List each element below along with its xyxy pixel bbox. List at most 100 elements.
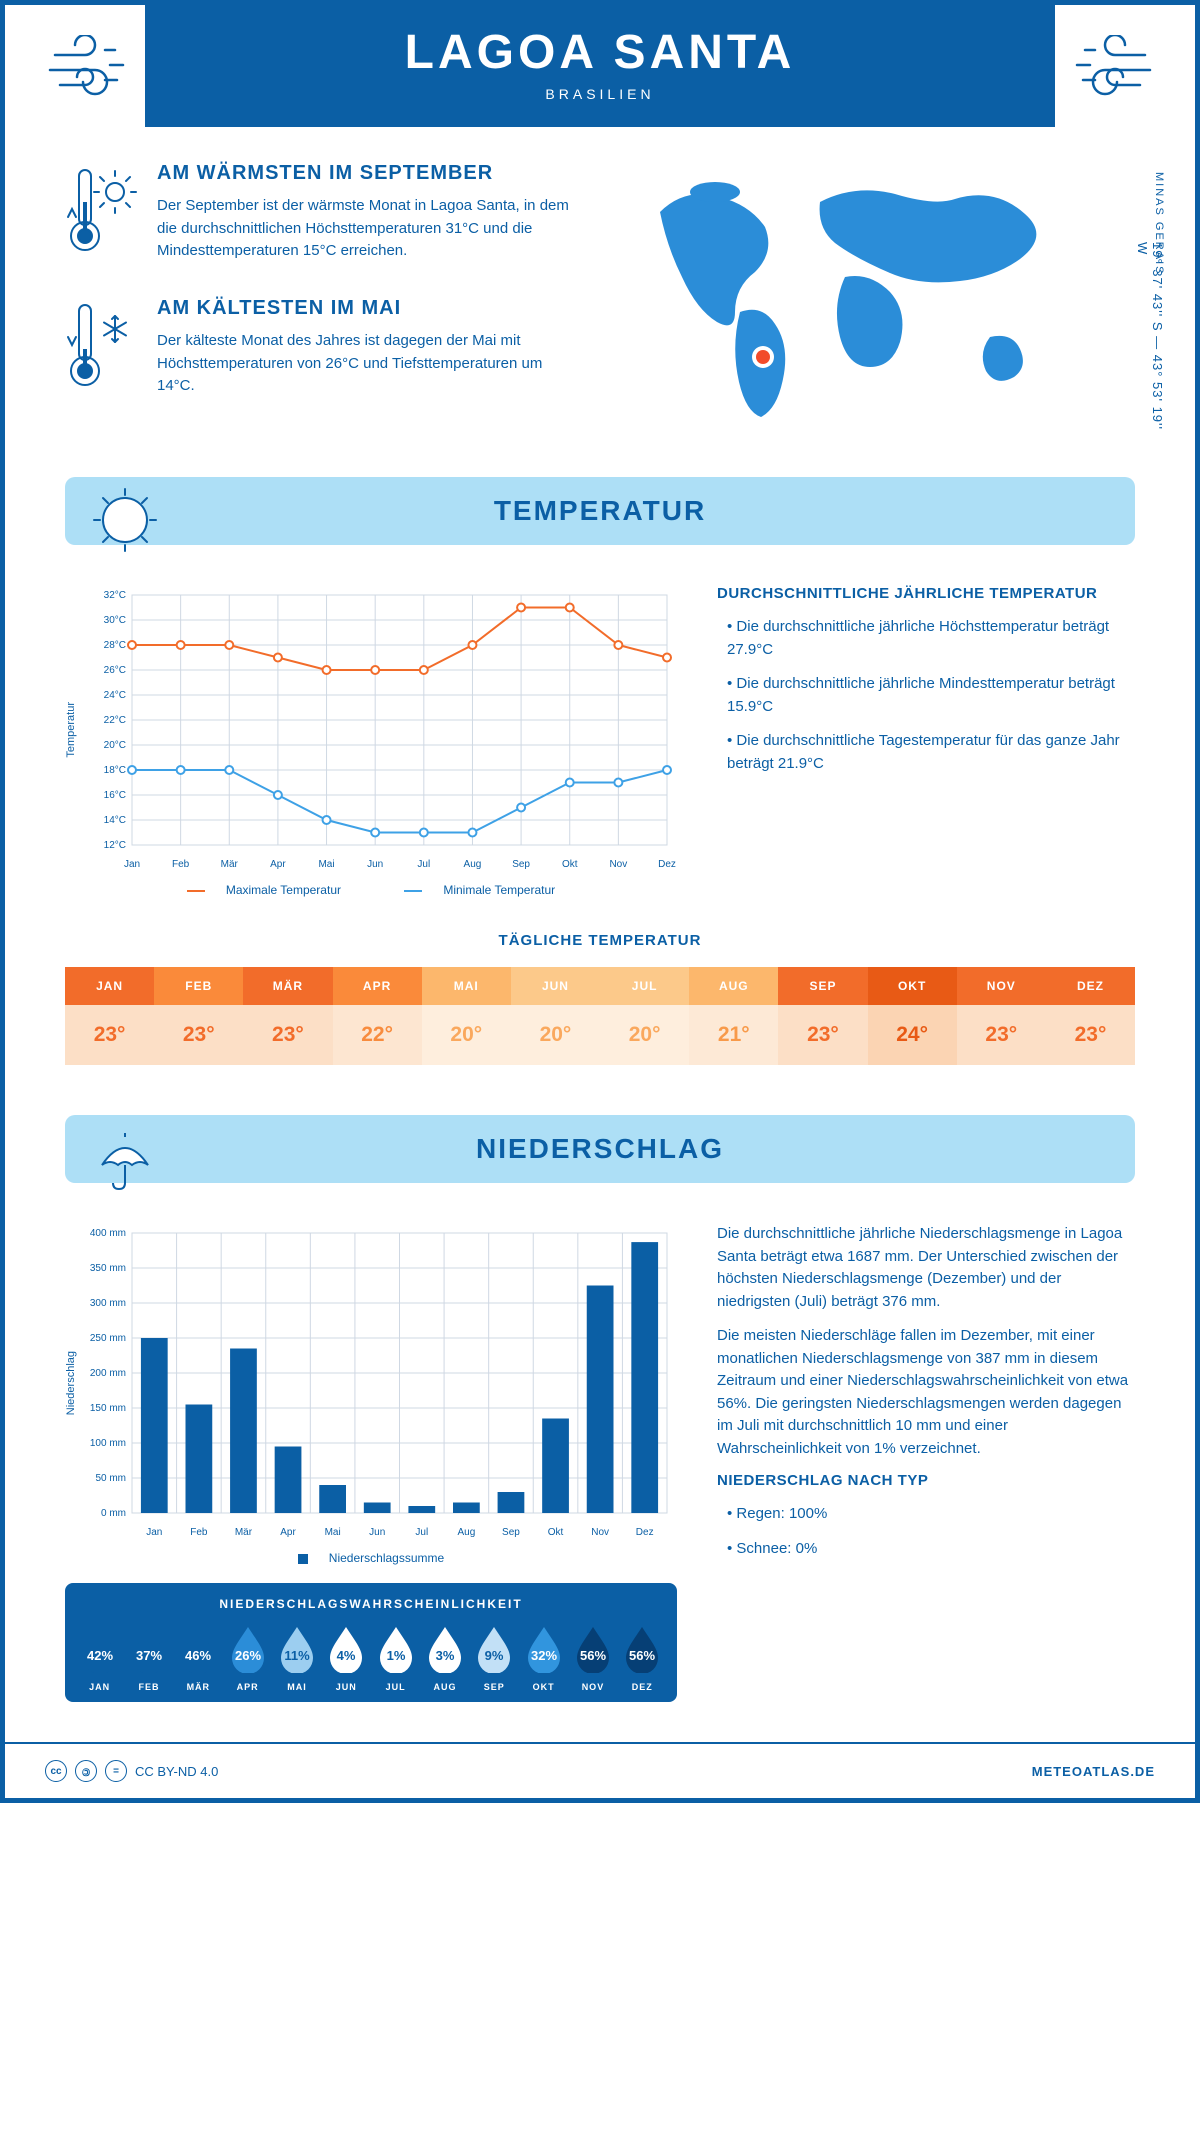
coords-label: 19° 37' 43'' S — 43° 53' 19'' W bbox=[1135, 242, 1165, 432]
svg-text:Jul: Jul bbox=[415, 1527, 428, 1538]
svg-text:350 mm: 350 mm bbox=[90, 1263, 126, 1274]
daily-temp-col: NOV23° bbox=[957, 967, 1046, 1065]
precip-chart-legend: Niederschlagssumme bbox=[65, 1551, 677, 1565]
sun-icon bbox=[90, 485, 160, 560]
precip-by-type-title: NIEDERSCHLAG NACH TYP bbox=[717, 1472, 1135, 1489]
svg-text:56%: 56% bbox=[629, 1648, 655, 1663]
daily-temp-col: JUN20° bbox=[511, 967, 600, 1065]
precip-section-title: NIEDERSCHLAG bbox=[65, 1133, 1135, 1165]
svg-text:3%: 3% bbox=[436, 1648, 455, 1663]
nd-icon: = bbox=[105, 1760, 127, 1782]
temp-chart-ylabel: Temperatur bbox=[65, 702, 77, 758]
svg-text:Mär: Mär bbox=[235, 1527, 253, 1538]
svg-text:1%: 1% bbox=[386, 1648, 405, 1663]
precip-prob-drop: 3%AUG bbox=[420, 1623, 469, 1692]
svg-text:22°C: 22°C bbox=[104, 715, 126, 726]
daily-temp-col: APR22° bbox=[333, 967, 422, 1065]
daily-temp-col: MÄR23° bbox=[243, 967, 332, 1065]
coldest-block: AM KÄLTESTEN IM MAI Der kälteste Monat d… bbox=[65, 297, 580, 402]
daily-temp-col: MAI20° bbox=[422, 967, 511, 1065]
daily-temp-col: FEB23° bbox=[154, 967, 243, 1065]
precip-text-1: Die durchschnittliche jährliche Niedersc… bbox=[717, 1223, 1135, 1313]
svg-text:100 mm: 100 mm bbox=[90, 1438, 126, 1449]
precip-prob-panel: NIEDERSCHLAGSWAHRSCHEINLICHKEIT 42%JAN37… bbox=[65, 1583, 677, 1702]
svg-text:Aug: Aug bbox=[464, 859, 482, 870]
daily-temp-col: OKT24° bbox=[868, 967, 957, 1065]
svg-text:12°C: 12°C bbox=[104, 840, 126, 851]
thermometer-sun-icon bbox=[65, 162, 137, 267]
by-icon: 🄯 bbox=[75, 1760, 97, 1782]
precip-prob-drop: 1%JUL bbox=[371, 1623, 420, 1692]
svg-text:46%: 46% bbox=[185, 1648, 211, 1663]
daily-temp-col: DEZ23° bbox=[1046, 967, 1135, 1065]
svg-text:Dez: Dez bbox=[658, 859, 676, 870]
svg-text:56%: 56% bbox=[580, 1648, 606, 1663]
precip-prob-drop: 37%FEB bbox=[124, 1623, 173, 1692]
daily-temp-title: TÄGLICHE TEMPERATUR bbox=[65, 932, 1135, 949]
svg-text:18°C: 18°C bbox=[104, 765, 126, 776]
precip-prob-drop: 32%OKT bbox=[519, 1623, 568, 1692]
precip-prob-drop: 46%MÄR bbox=[174, 1623, 223, 1692]
daily-temp-col: JUL20° bbox=[600, 967, 689, 1065]
license-label: CC BY-ND 4.0 bbox=[135, 1764, 218, 1779]
header-area: LAGOA SANTA BRASILIEN bbox=[5, 5, 1195, 127]
svg-text:32°C: 32°C bbox=[104, 590, 126, 601]
svg-text:42%: 42% bbox=[87, 1648, 113, 1663]
temperature-line-chart: 12°C14°C16°C18°C20°C22°C24°C26°C28°C30°C… bbox=[77, 585, 677, 875]
avg-temp-b1: • Die durchschnittliche jährliche Höchst… bbox=[717, 616, 1135, 661]
wind-icon-right bbox=[1055, 35, 1155, 110]
footer: cc 🄯 = CC BY-ND 4.0 METEOATLAS.DE bbox=[5, 1742, 1195, 1798]
svg-text:Mai: Mai bbox=[325, 1527, 341, 1538]
precip-prob-drop: 42%JAN bbox=[75, 1623, 124, 1692]
svg-text:150 mm: 150 mm bbox=[90, 1403, 126, 1414]
precip-prob-title: NIEDERSCHLAGSWAHRSCHEINLICHKEIT bbox=[75, 1597, 667, 1611]
avg-temp-b3: • Die durchschnittliche Tagestemperatur … bbox=[717, 730, 1135, 775]
svg-text:24°C: 24°C bbox=[104, 690, 126, 701]
daily-temp-col: SEP23° bbox=[778, 967, 867, 1065]
svg-text:Mär: Mär bbox=[221, 859, 239, 870]
temp-section-title: TEMPERATUR bbox=[65, 495, 1135, 527]
cc-icon: cc bbox=[45, 1760, 67, 1782]
wind-icon-left bbox=[45, 35, 145, 110]
svg-text:200 mm: 200 mm bbox=[90, 1368, 126, 1379]
daily-temp-col: JAN23° bbox=[65, 967, 154, 1065]
title-banner: LAGOA SANTA BRASILIEN bbox=[145, 5, 1055, 127]
precip-prob-drop: 56%DEZ bbox=[618, 1623, 667, 1692]
svg-text:400 mm: 400 mm bbox=[90, 1228, 126, 1239]
svg-text:0 mm: 0 mm bbox=[101, 1508, 126, 1519]
warmest-text: Der September ist der wärmste Monat in L… bbox=[157, 195, 580, 263]
svg-text:Aug: Aug bbox=[457, 1527, 475, 1538]
coldest-text: Der kälteste Monat des Jahres ist dagege… bbox=[157, 330, 580, 398]
intro-row: AM WÄRMSTEN IM SEPTEMBER Der September i… bbox=[65, 162, 1135, 432]
svg-text:Apr: Apr bbox=[270, 859, 286, 870]
svg-text:37%: 37% bbox=[136, 1648, 162, 1663]
svg-text:9%: 9% bbox=[485, 1648, 504, 1663]
avg-temp-b2: • Die durchschnittliche jährliche Mindes… bbox=[717, 673, 1135, 718]
precip-section-banner: NIEDERSCHLAG bbox=[65, 1115, 1135, 1183]
precip-prob-drop: 4%JUN bbox=[322, 1623, 371, 1692]
precip-prob-drop: 56%NOV bbox=[568, 1623, 617, 1692]
svg-text:250 mm: 250 mm bbox=[90, 1333, 126, 1344]
svg-text:Jun: Jun bbox=[367, 859, 383, 870]
umbrella-icon bbox=[90, 1123, 160, 1198]
svg-text:Sep: Sep bbox=[502, 1527, 520, 1538]
site-label: METEOATLAS.DE bbox=[1032, 1764, 1155, 1779]
precip-chart-ylabel: Niederschlag bbox=[65, 1351, 77, 1415]
precip-by-type-b1: • Regen: 100% bbox=[717, 1503, 1135, 1526]
svg-text:Okt: Okt bbox=[562, 859, 578, 870]
svg-text:Mai: Mai bbox=[318, 859, 334, 870]
svg-text:Feb: Feb bbox=[172, 859, 190, 870]
warmest-block: AM WÄRMSTEN IM SEPTEMBER Der September i… bbox=[65, 162, 580, 267]
svg-text:300 mm: 300 mm bbox=[90, 1298, 126, 1309]
precip-prob-drop: 11%MAI bbox=[272, 1623, 321, 1692]
svg-text:4%: 4% bbox=[337, 1648, 356, 1663]
precip-by-type-b2: • Schnee: 0% bbox=[717, 1538, 1135, 1561]
svg-text:Jan: Jan bbox=[146, 1527, 162, 1538]
warmest-title: AM WÄRMSTEN IM SEPTEMBER bbox=[157, 162, 580, 185]
svg-text:Nov: Nov bbox=[609, 859, 627, 870]
svg-text:Nov: Nov bbox=[591, 1527, 609, 1538]
temp-chart-legend: Maximale Temperatur Minimale Temperatur bbox=[65, 883, 677, 897]
svg-text:Jul: Jul bbox=[417, 859, 430, 870]
thermometer-snow-icon bbox=[65, 297, 137, 402]
precipitation-bar-chart: 0 mm50 mm100 mm150 mm200 mm250 mm300 mm3… bbox=[77, 1223, 677, 1543]
